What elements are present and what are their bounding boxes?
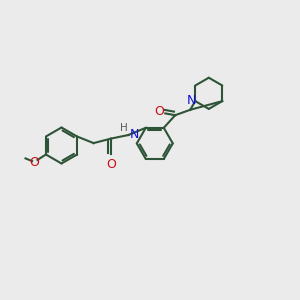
Text: O: O — [29, 156, 39, 169]
Text: N: N — [186, 94, 196, 107]
Text: H: H — [120, 123, 128, 133]
Text: O: O — [154, 105, 164, 118]
Text: N: N — [130, 128, 139, 142]
Text: O: O — [106, 158, 116, 171]
